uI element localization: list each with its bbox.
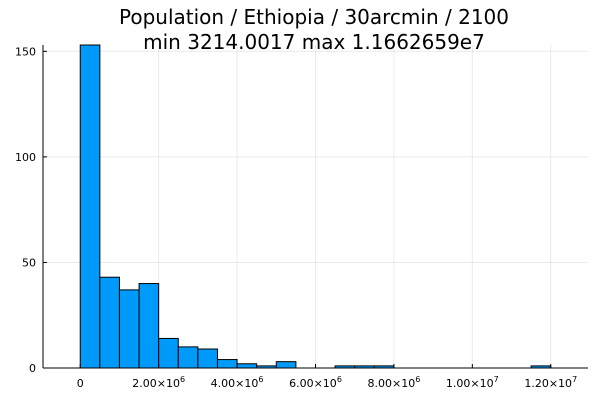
y-tick-label: 150: [15, 45, 36, 58]
chart-title-line-2: min 3214.0017 max 1.1662659e7: [143, 30, 485, 54]
chart-title-line-1: Population / Ethiopia / 30arcmin / 2100: [119, 5, 509, 29]
histogram-bar: [79, 44, 101, 369]
x-tick-label: 1.00×107: [446, 375, 499, 390]
x-tick-label: 6.00×106: [289, 375, 342, 390]
y-axis-ticks: 0 50 100 150: [15, 45, 47, 375]
histogram-bar: [236, 363, 258, 369]
histogram-bar: [275, 361, 297, 369]
histogram-bar: [216, 359, 238, 369]
histogram-bar: [177, 346, 199, 369]
histogram-bar: [158, 337, 179, 369]
x-tick-label: 4.00×106: [211, 375, 264, 390]
histogram-bar: [197, 348, 218, 369]
histogram-bar: [118, 289, 140, 369]
y-tick-label: 0: [29, 362, 36, 375]
grid-lines: [43, 45, 588, 369]
x-tick-label: 2.00×106: [132, 375, 185, 390]
x-tick-label: 0: [77, 377, 84, 390]
histogram-bar: [138, 283, 160, 369]
x-tick-label: 1.20×107: [524, 375, 577, 390]
y-tick-label: 100: [15, 151, 36, 164]
x-tick-label: 8.00×106: [368, 375, 421, 390]
x-axis-ticks: 0 2.00×106 4.00×106 6.00×106 8.00×106 1.00×10…: [77, 364, 577, 390]
histogram-bar: [99, 276, 120, 369]
y-tick-label: 50: [22, 256, 36, 269]
